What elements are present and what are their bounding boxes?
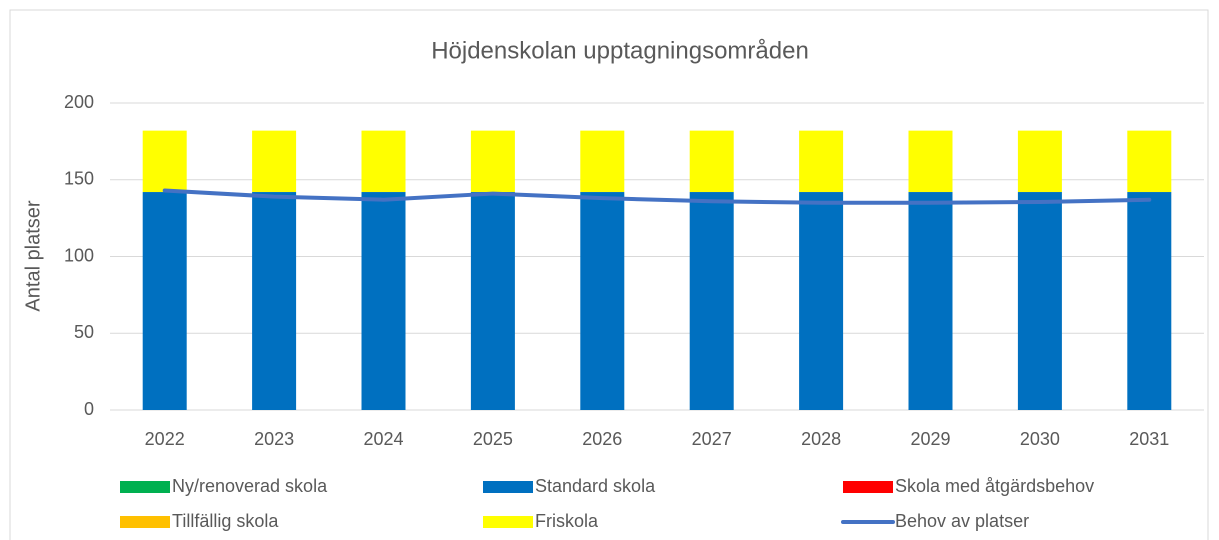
y-tick-label: 150 bbox=[64, 169, 94, 189]
bar bbox=[361, 130, 406, 193]
chart-border bbox=[9, 9, 1209, 540]
legend-label: Ny/renoverad skola bbox=[172, 476, 328, 496]
bar bbox=[470, 130, 515, 193]
x-tick-label: 2022 bbox=[145, 429, 185, 449]
bar bbox=[580, 192, 625, 410]
legend-label: Skola med åtgärdsbehov bbox=[895, 476, 1094, 496]
x-tick-label: 2023 bbox=[254, 429, 294, 449]
x-tick-label: 2031 bbox=[1129, 429, 1169, 449]
legend-swatch bbox=[843, 481, 893, 493]
y-axis-label: Antal platser bbox=[22, 200, 44, 312]
bar bbox=[580, 130, 625, 193]
y-tick-label: 100 bbox=[64, 245, 94, 265]
x-tick-label: 2026 bbox=[582, 429, 622, 449]
y-tick-label: 0 bbox=[84, 399, 94, 419]
legend-label: Standard skola bbox=[535, 476, 656, 496]
bar bbox=[1017, 130, 1062, 193]
bar bbox=[470, 192, 515, 410]
bar bbox=[1017, 192, 1062, 410]
legend-swatch bbox=[120, 481, 170, 493]
line bbox=[162, 188, 1152, 205]
legend-label: Tillfällig skola bbox=[172, 511, 279, 531]
x-tick-label: 2029 bbox=[910, 429, 950, 449]
bar bbox=[689, 192, 734, 410]
bar bbox=[252, 130, 297, 193]
bar bbox=[1127, 130, 1172, 193]
bar bbox=[908, 130, 953, 193]
x-tick-label: 2024 bbox=[363, 429, 403, 449]
bar bbox=[799, 130, 844, 193]
legend-swatch bbox=[483, 516, 533, 528]
bar bbox=[799, 192, 844, 410]
bar bbox=[1127, 192, 1172, 410]
x-tick-label: 2028 bbox=[801, 429, 841, 449]
bar bbox=[689, 130, 734, 193]
x-tick-label: 2030 bbox=[1020, 429, 1060, 449]
legend-swatch bbox=[483, 481, 533, 493]
y-tick-label: 50 bbox=[74, 322, 94, 342]
x-tick-label: 2027 bbox=[692, 429, 732, 449]
y-tick-label: 200 bbox=[64, 92, 94, 112]
bar bbox=[142, 130, 187, 193]
bar bbox=[908, 192, 953, 410]
bar bbox=[361, 192, 406, 410]
legend-swatch bbox=[120, 516, 170, 528]
bar bbox=[252, 192, 297, 410]
chart-title: Höjdenskolan upptagningsområden bbox=[431, 37, 809, 64]
bar bbox=[142, 192, 187, 410]
legend-label: Behov av platser bbox=[895, 511, 1029, 531]
x-tick-label: 2025 bbox=[473, 429, 513, 449]
legend-label: Friskola bbox=[535, 511, 599, 531]
